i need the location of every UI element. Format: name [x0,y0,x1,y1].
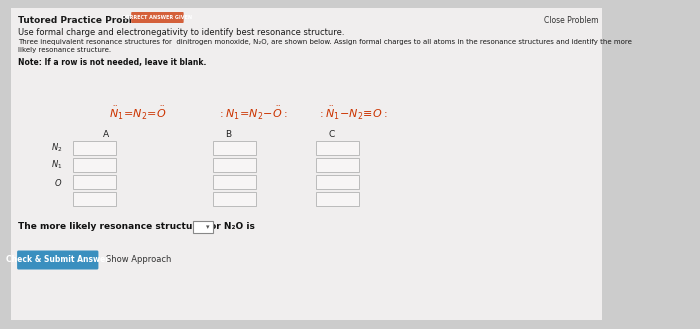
Bar [316,192,359,206]
Text: $N_2$: $N_2$ [50,142,62,154]
Text: A: A [103,130,109,139]
Text: C: C [329,130,335,139]
FancyBboxPatch shape [131,12,183,23]
Bar [213,175,256,189]
Bar [213,192,256,206]
Text: $O$: $O$ [54,176,62,188]
Text: Close Problem: Close Problem [545,16,599,25]
Bar [193,221,213,233]
Text: The more likely resonance structure for N₂O is: The more likely resonance structure for … [18,222,255,231]
Bar [213,158,256,172]
Bar [73,141,116,155]
Text: $\ddot{N}_1\!=\!N_2\!=\!\ddot{O}$: $\ddot{N}_1\!=\!N_2\!=\!\ddot{O}$ [109,104,167,121]
Text: B: B [225,130,232,139]
Bar [73,158,116,172]
Text: $N_1$: $N_1$ [50,159,62,171]
Text: ▾: ▾ [206,224,210,230]
Text: Use formal charge and electronegativity to identify best resonance structure.: Use formal charge and electronegativity … [18,28,345,37]
Text: Check & Submit Answer: Check & Submit Answer [6,256,109,265]
Bar [316,175,359,189]
FancyBboxPatch shape [17,250,99,269]
Text: CORRECT ANSWER GIVEN: CORRECT ANSWER GIVEN [122,15,192,20]
Text: $:\ddot{N}_1\!-\!N_2\!\equiv\! O:$: $:\ddot{N}_1\!-\!N_2\!\equiv\! O:$ [317,104,388,121]
Text: Three inequivalent resonance structures for  dinitrogen monoxide, N₂O, are shown: Three inequivalent resonance structures … [18,39,632,45]
Bar [73,175,116,189]
Text: Note: If a row is not needed, leave it blank.: Note: If a row is not needed, leave it b… [18,58,206,67]
Text: Show Approach: Show Approach [106,256,172,265]
Bar [213,141,256,155]
Text: likely resonance structure.: likely resonance structure. [18,47,111,53]
Text: $:N_1\!=\!N_2\!-\!\ddot{O}:$: $:N_1\!=\!N_2\!-\!\ddot{O}:$ [216,104,287,121]
Text: Tutored Practice Problem 8.4.3: Tutored Practice Problem 8.4.3 [18,16,176,25]
Bar [73,192,116,206]
Bar [316,141,359,155]
Bar [316,158,359,172]
